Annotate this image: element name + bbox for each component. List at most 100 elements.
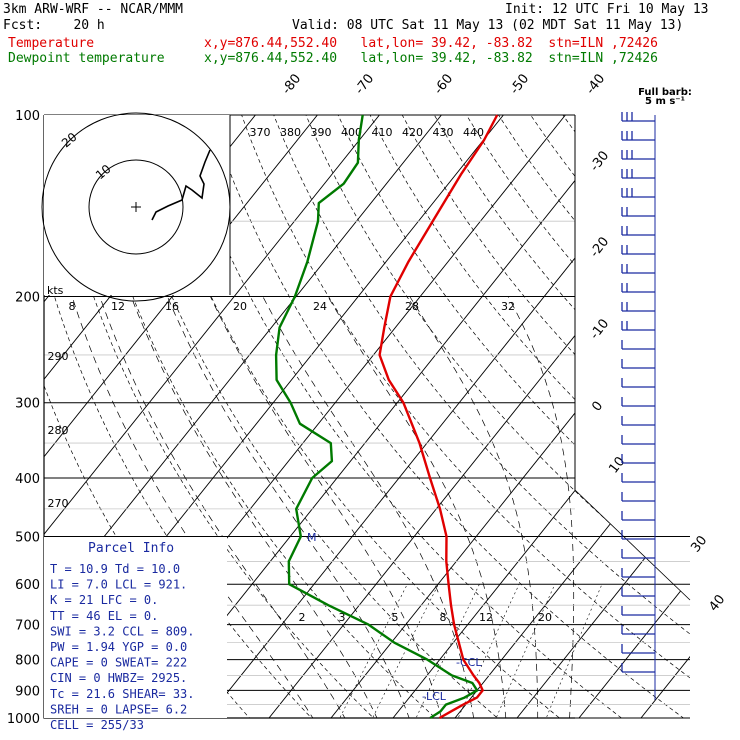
hodograph-background [44,115,230,295]
parcel-row: CELL = 255/33 [50,718,144,732]
dewpoint-temperature-curve [274,114,479,720]
isotherm-label: 30 [688,533,710,555]
theta-left-label: 270 [48,497,69,510]
mixing-ratio-line [409,584,480,718]
moist-adiabats [71,296,575,718]
pressure-label: 800 [15,654,40,669]
parcel-row: PW = 1.94 YGP = 0.0 [50,640,187,654]
pressure-label: 1000 [7,712,40,727]
mixing-ratio-label: 3 [339,611,346,624]
hodograph-speed-label: 16 [165,300,179,313]
parcel-row: TT = 46 EL = 0. [50,609,158,623]
moist-adiabat [210,296,446,718]
dewpoint-legend-info: x,y=876.44,552.40 lat,lon= 39.42, -83.82… [204,51,658,66]
mixing-ratio-label: 8 [440,611,447,624]
isotherm-label: -50 [507,71,532,97]
pressure-label: 500 [15,530,40,545]
isotherm [44,115,329,718]
dry-adiabat [626,115,690,718]
isotherm [320,115,690,718]
dry-adiabat [144,115,576,718]
isotherm [258,115,690,718]
hodograph-speed-label: 12 [111,300,125,313]
isotherm [506,115,690,718]
pressure-label: 600 [15,578,40,593]
parcel-row: K = 21 LFC = 0. [50,593,158,607]
dry-adiabat [466,115,690,718]
dry-adiabat [498,115,690,718]
dry-adiabat [369,115,690,718]
parcel-row: SREH = 0 LAPSE= 6.2 [50,702,187,716]
isotherm-label: -80 [279,71,304,97]
mixing-ratio-label: 20 [538,611,552,624]
hodograph-speed-label: 24 [313,300,327,313]
init-time: Init: 12 UTC Fri 10 May 13 [505,2,709,17]
moist-adiabat [262,296,477,718]
parcel-row: SWI = 3.2 CCL = 809. [50,624,195,638]
valid-time: Valid: 08 UTC Sat 11 May 13 (02 MDT Sat … [292,18,684,33]
lcl-annotation: -LCL [422,690,447,703]
dry-adiabat [562,115,690,718]
isotherm-label: 0 [589,399,606,415]
moist-adiabat [71,296,322,718]
parcel-row: CIN = 0 HWBZ= 2925. [50,671,187,685]
hodograph-speed-label: 32 [501,300,515,313]
isotherm-label: 10 [606,454,628,476]
parcel-title: Parcel Info [88,541,174,556]
isotherm [693,102,740,731]
parcel-info-panel: Parcel Info T = 10.9 Td = 10.0 LI = 7.0 LC… [44,537,227,732]
dry-adiabat [177,115,639,718]
mixing-ratio-line [490,584,556,718]
theta-label: 390 [311,126,332,139]
theta-label: 440 [463,126,484,139]
pressure-label: 400 [15,472,40,487]
isotherm [568,115,690,718]
isotherm-label: -60 [431,71,456,97]
wind-barbs [621,112,656,700]
barb-legend-line2: 5 m s⁻¹ [645,96,685,107]
mixing-ratio-line [540,584,603,718]
el-marker: M [307,531,317,544]
isotherm [382,115,690,718]
hodograph-speed-label: 28 [405,300,419,313]
barb-legend-line1: Full barb: [638,87,692,98]
mixing-ratio-lines [333,584,603,718]
isotherm [444,115,690,718]
dry-adiabat [273,115,690,718]
dry-adiabat [658,115,690,718]
sounding-curves [274,114,499,720]
moist-adiabat [507,296,575,718]
isotherm [44,115,391,718]
frame-diagonal [574,489,691,601]
mixing-ratio-label: 5 [392,611,399,624]
dry-adiabat [530,115,690,718]
hodograph-speed-label: 8 [69,300,76,313]
mixing-ratio-label: 12 [479,611,493,624]
forecast-hour: Fcst: 20 h [3,18,105,33]
temperature-legend-label: Temperature [8,36,95,51]
dry-adiabat [594,115,690,718]
parcel-row: Tc = 21.6 SHEAR= 33. [50,687,195,701]
temperature-legend-info: x,y=876.44,552.40 lat,lon= 39.42, -83.82… [204,36,658,51]
isotherm [44,115,453,718]
isotherm-label: -30 [587,148,612,174]
hodograph-trace [151,149,211,221]
theta-label: 370 [250,126,271,139]
mixing-ratio-line [366,584,439,718]
pressure-label: 100 [15,109,40,124]
isotherm [630,115,690,718]
mixing-ratio-line [333,584,408,718]
theta-left-label: 280 [48,424,69,437]
theta-left-label: 290 [48,350,69,363]
mixing-ratio-line [452,584,520,718]
isotherm-label: -20 [587,234,612,260]
isotherm-label: -10 [587,316,612,342]
parcel-row: T = 10.9 Td = 10.0 [50,562,180,576]
moist-adiabat [99,296,353,718]
dry-adiabat [337,115,690,718]
parcel-row: LI = 7.0 LCL = 921. [50,578,187,592]
theta-label: 420 [402,126,423,139]
mixing-ratio-label: 2 [299,611,306,624]
parcel-row: CAPE = 0 SWEAT= 222 [50,656,187,670]
